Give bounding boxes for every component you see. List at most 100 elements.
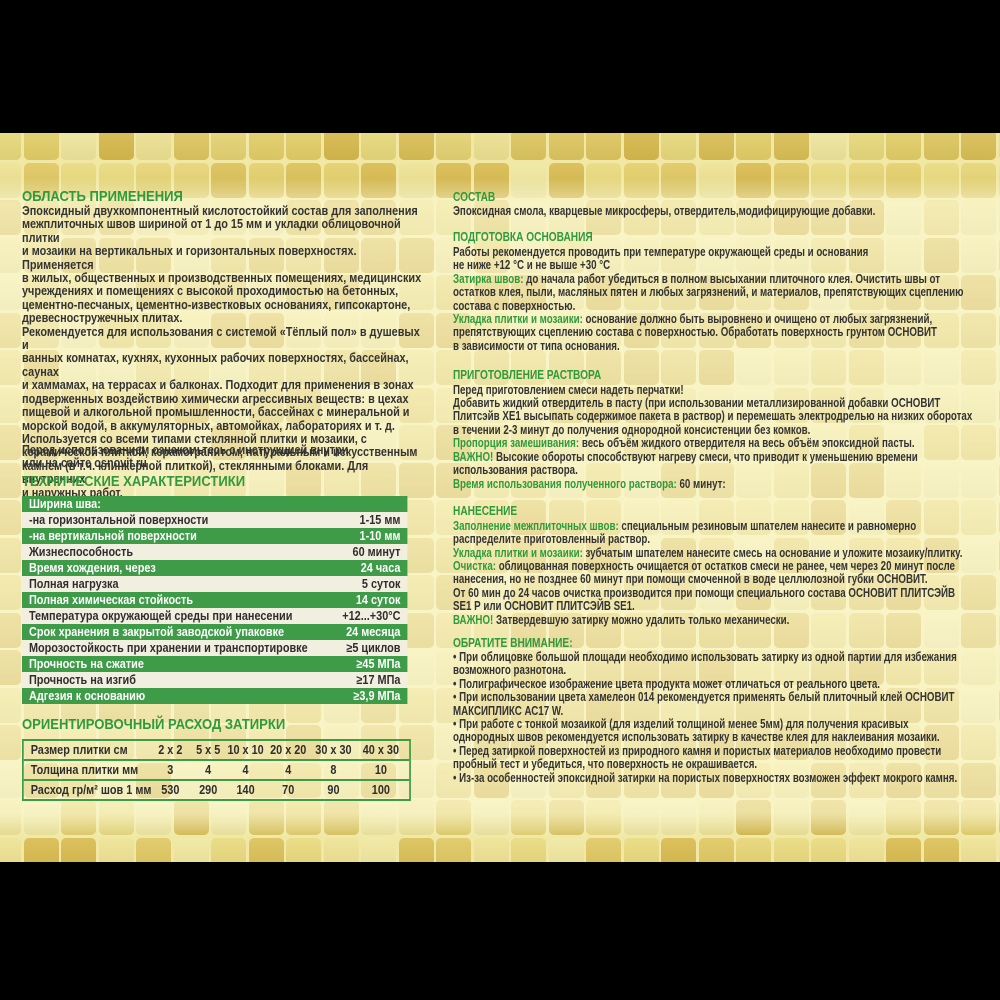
grouting-label: Затирка швов:: [453, 272, 524, 286]
mosaic-tile: [848, 133, 884, 160]
mosaic-tile: [436, 837, 471, 862]
tech-row: -на горизонтальной поверхности 1-15 мм: [22, 512, 408, 528]
tech-row: Ширина шва:: [22, 496, 408, 512]
filling-label: Заполнение межплиточных швов:: [453, 519, 619, 533]
mosaic-tile: [773, 133, 809, 160]
consumption-row: Толщина плитки мм 3 4 4 4 8 10: [23, 759, 410, 779]
mosaic-tile: [61, 133, 96, 160]
mosaic-tile: [211, 133, 246, 160]
mosaic-tile: [811, 837, 846, 862]
composition-title: СОСТАВ: [453, 189, 496, 204]
tech-row: Прочность на изгиб ≥17 МПа: [22, 672, 408, 688]
preparation-text: Работы рекомендуется проводить при темпе…: [453, 245, 869, 273]
laying2-paragraph: Укладка плитки и мозаики: зубчатым шпате…: [453, 546, 963, 560]
grouting-paragraph: Затирка швов: до начала работ убедиться …: [453, 272, 964, 313]
notes-title: ОБРАТИТЕ ВНИМАНИЕ:: [453, 635, 573, 650]
mosaic-tile: [136, 133, 171, 160]
mosaic-tile: [811, 133, 846, 160]
important-label: ВАЖНО!: [453, 613, 494, 627]
mosaic-tile: [923, 133, 959, 160]
notes-list: • При облицовке большой площади необходи…: [453, 650, 991, 785]
mosaic-tile: [586, 837, 621, 862]
apply-title: НАНЕСЕНИЕ: [453, 503, 518, 518]
laying-paragraph: Укладка плитки и мозаики: основание долж…: [453, 312, 937, 353]
tech-row: Полная химическая стойкость 14 суток: [22, 592, 408, 608]
tech-row: Жизнеспособность 60 минут: [22, 544, 408, 560]
potlife-paragraph: Время использования полученного раствора…: [453, 477, 726, 491]
note-item: • При использовании цвета хамелеон 014 р…: [453, 690, 955, 718]
cleaning-label: Очистка:: [453, 559, 496, 573]
tech-row: Прочность на сжатие ≥45 МПа: [22, 656, 408, 672]
mosaic-tile: [886, 837, 921, 862]
proportion-label: Пропорция замешивания:: [453, 436, 580, 450]
mixing-title: ПРИГОТОВЛЕНИЕ РАСТВОРА: [453, 367, 602, 382]
mosaic-tile: [548, 133, 584, 160]
note-item: • Перед затиркой поверхностей из природн…: [453, 743, 942, 772]
note-item: • Полиграфическое изображение цвета прод…: [453, 676, 881, 691]
mosaic-tile: [961, 837, 996, 862]
mosaic-tile: [698, 837, 734, 862]
tech-row: Полная нагрузка 5 суток: [22, 576, 408, 592]
consumption-row: Размер плитки см 2 x 2 5 x 5 10 x 10 20 …: [30, 743, 400, 757]
mosaic-tile: [586, 133, 621, 160]
mosaic-tile: [398, 133, 434, 160]
laying2-label: Укладка плитки и мозаики:: [453, 546, 583, 560]
tech-row: -на вертикальной поверхности 1-10 мм: [22, 528, 408, 544]
mosaic-tile: [98, 133, 134, 160]
mosaic-tile: [923, 837, 959, 862]
mosaic-tile: [23, 133, 59, 160]
mosaic-tile: [661, 133, 696, 160]
mixing-gloves-text: Перед приготовлением смеси надеть перчат…: [453, 383, 684, 397]
note-item: • При облицовке большой площади необходи…: [453, 650, 957, 678]
tech-row: Срок хранения в закрытой заводской упако…: [22, 624, 408, 640]
preparation-title: ПОДГОТОВКА ОСНОВАНИЯ: [453, 229, 593, 244]
proportion-paragraph: Пропорция замешивания: весь объём жидког…: [453, 436, 915, 450]
mosaic-tile: [886, 133, 921, 160]
filling-paragraph: Заполнение межплиточных швов: специальны…: [453, 519, 917, 547]
mosaic-tile: [323, 133, 359, 160]
mosaic-tile: [698, 133, 734, 160]
mosaic-tile: [848, 837, 884, 862]
mosaic-tile: [548, 837, 584, 862]
mosaic-tile: [211, 837, 246, 862]
mosaic-tile: [248, 837, 284, 862]
laying-label: Укладка плитки и мозаики:: [453, 312, 583, 326]
mosaic-tile: [361, 837, 396, 862]
consumption-table: Размер плитки см 2 x 2 5 x 5 10 x 10 20 …: [22, 739, 411, 801]
mosaic-tile: [398, 837, 434, 862]
mosaic-tile: [511, 133, 546, 160]
right-column: СОСТАВ Эпоксидная смола, кварцевые микро…: [453, 189, 991, 829]
mosaic-tile: [473, 133, 509, 160]
important-cleaning-paragraph: ВАЖНО! Затвердевшую затирку можно удалит…: [453, 613, 790, 627]
cleaning-paragraph: Очистка: облицованная поверхность очищае…: [453, 559, 956, 614]
mixing-instructions-text: Добавить жидкий отвердитель в пасту (при…: [453, 396, 973, 437]
mosaic-tile: [961, 133, 996, 160]
mosaic-tile: [511, 837, 546, 862]
mosaic-tile: [173, 133, 209, 160]
tech-row: Адгезия к основанию ≥3,9 МПа: [22, 688, 408, 704]
mosaic-tile: [173, 837, 209, 862]
tech-row: Морозостойкость при хранении и транспорт…: [22, 640, 408, 656]
mosaic-tile: [623, 837, 659, 862]
consumption-row: Расход гр/м² шов 1 мм 530 290 140 70 90 …: [23, 779, 410, 799]
mosaic-tile: [98, 837, 134, 862]
tech-row: Время хождения, через 24 часа: [22, 560, 408, 576]
mosaic-tile: [61, 837, 96, 862]
mosaic-tile: [623, 133, 659, 160]
potlife-label: Время использования полученного раствора…: [453, 477, 677, 491]
mosaic-tile: [0, 133, 21, 160]
important-label: ВАЖНО!: [453, 450, 494, 464]
mosaic-tile: [136, 837, 171, 862]
tech-row: Температура окружающей среды при нанесен…: [22, 608, 408, 624]
mosaic-tile: [998, 133, 1000, 160]
important-mixing-paragraph: ВАЖНО! Высокие обороты способствуют нагр…: [453, 450, 918, 478]
mosaic-tile: [736, 133, 771, 160]
mosaic-tile: [248, 133, 284, 160]
mosaic-tile: [736, 837, 771, 862]
mosaic-tile: [0, 837, 21, 862]
note-item: • Из-за особенностей эпоксидной затирки …: [453, 770, 958, 785]
left-column: ОБЛАСТЬ ПРИМЕНЕНИЯ Эпоксидный двухкомпон…: [22, 188, 422, 848]
mosaic-tile: [286, 133, 321, 160]
mosaic-tile: [23, 837, 59, 862]
